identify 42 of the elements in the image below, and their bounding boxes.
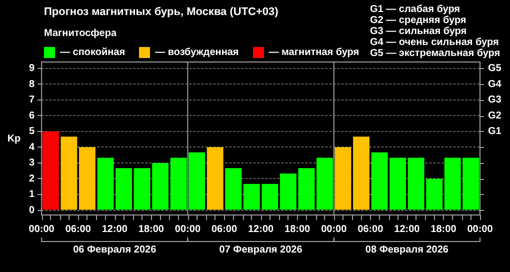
legend-label: — магнитная буря (268, 47, 360, 58)
legend-label: — возбужденная (155, 47, 239, 58)
x-tick-label: 18:00 (284, 224, 311, 235)
text: G2 — средняя буря (370, 15, 468, 26)
text: G5 (488, 63, 502, 74)
y-tick-label: 4 (29, 142, 35, 153)
x-tick-label: 12:00 (394, 224, 420, 235)
y-tick-label: 0 (29, 205, 35, 216)
x-tick-label: 06:00 (65, 224, 92, 235)
text: G4 — очень сильная буря (370, 37, 500, 48)
x-tick-label: 00:00 (467, 224, 494, 235)
y-axis-title: Kp (7, 133, 21, 144)
x-tick-label: 00:00 (321, 224, 348, 235)
legend-title: Магнитосфера (44, 28, 118, 39)
text: G4 (488, 78, 502, 90)
x-tick-label: 00:00 (28, 224, 55, 235)
x-tick-label: 18:00 (430, 224, 457, 235)
x-tick-label: 06:00 (358, 224, 384, 235)
text: G5 — экстремальная буря (370, 48, 500, 59)
y-tick-label: 3 (29, 158, 35, 169)
text: G1 (488, 126, 502, 138)
text: G3 — сильная буря (370, 26, 468, 37)
text: 06 Февраля 2026 (73, 244, 157, 256)
text: 08 Февраля 2026 (365, 244, 449, 256)
y-tick-label: 1 (29, 189, 35, 200)
x-tick-label: 18:00 (138, 224, 164, 235)
y-tick-label: 7 (29, 94, 35, 106)
y-tick-label: 5 (29, 126, 35, 138)
y-tick-label: 9 (29, 63, 35, 74)
text: G1 — слабая буря (370, 4, 462, 15)
x-tick-label: 06:00 (211, 224, 238, 235)
x-tick-label: 12:00 (248, 224, 274, 235)
legend-label: — спокойная (60, 47, 126, 58)
x-tick-label: 00:00 (174, 224, 201, 235)
text: G2 (488, 110, 502, 122)
text: 07 Февраля 2026 (219, 244, 303, 256)
text: G3 (488, 94, 502, 106)
y-tick-label: 2 (29, 173, 35, 184)
y-tick-label: 8 (29, 78, 35, 90)
y-tick-label: 6 (29, 110, 35, 122)
chart-title: Прогноз магнитных бурь, Москва (UTC+03) (44, 6, 278, 18)
x-tick-label: 12:00 (102, 224, 128, 235)
